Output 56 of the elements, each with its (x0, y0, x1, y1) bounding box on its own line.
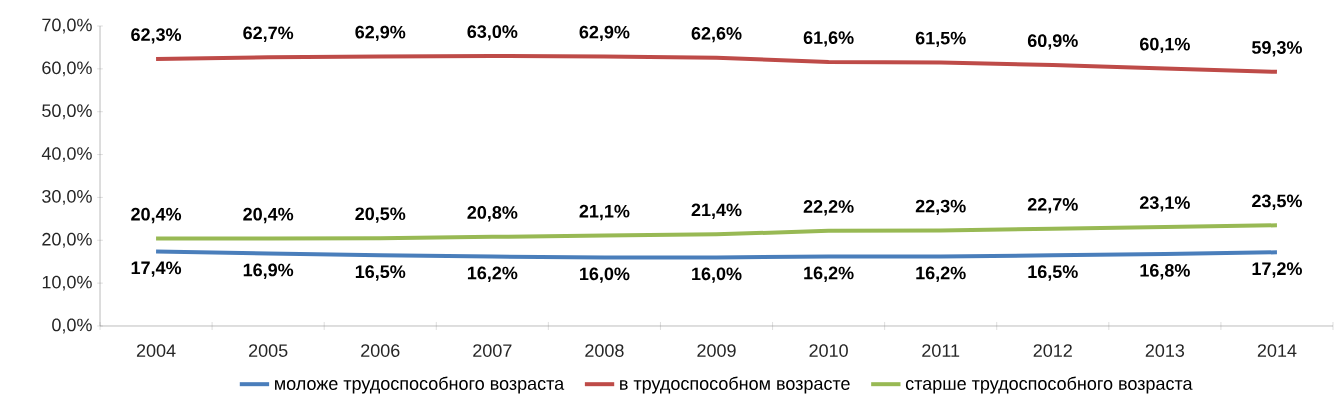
legend-label: в трудоспособном возрасте (620, 376, 850, 394)
data-label: 20,8% (467, 206, 518, 222)
x-tick-label: 2006 (361, 344, 400, 357)
data-label: 16,0% (580, 267, 630, 283)
x-tick-label: 2011 (922, 344, 960, 357)
data-label: 16,2% (916, 266, 966, 282)
x-tick-label: 2013 (1145, 344, 1185, 357)
data-label: 62,6% (691, 26, 742, 43)
y-tick-label: 30,0% (42, 189, 92, 205)
x-tick-label: 2004 (136, 344, 176, 357)
data-label: 62,9% (579, 25, 630, 42)
y-tick-label: 70,0% (42, 18, 92, 34)
x-tick-label: 2014 (1257, 344, 1297, 357)
data-label: 61,5% (915, 31, 966, 48)
data-label: 60,9% (1027, 34, 1078, 50)
y-tick-label: 0,0% (52, 318, 92, 334)
data-label: 59,3% (1251, 41, 1302, 57)
data-label: 16,5% (355, 265, 406, 281)
x-tick-label: 2010 (809, 344, 848, 357)
data-label: 62,7% (243, 26, 294, 42)
data-label: 23,1% (1139, 196, 1190, 212)
data-label: 21,4% (691, 203, 742, 219)
data-label: 63,0% (467, 25, 518, 41)
x-tick-label: 2009 (697, 344, 736, 357)
data-label: 21,1% (579, 204, 630, 221)
line-series (154, 223, 1279, 241)
y-tick-label: 40,0% (41, 147, 92, 162)
y-tick-label: 60,0% (42, 61, 92, 77)
data-label: 16,2% (467, 266, 518, 282)
y-tick-label: 10,0% (42, 275, 92, 291)
data-label: 20,4% (131, 207, 182, 224)
data-label: 60,1% (1140, 37, 1190, 54)
data-label: 22,7% (1027, 197, 1078, 214)
y-tick-label: 50,0% (42, 104, 92, 120)
data-label: 17,2% (1252, 262, 1302, 278)
x-tick-label: 2007 (473, 344, 512, 357)
data-label: 16,9% (243, 263, 294, 279)
y-tick-label: 20,0% (42, 232, 92, 248)
data-label: 61,6% (803, 31, 854, 47)
x-tick-label: 2008 (585, 344, 624, 357)
data-label: 62,9% (355, 25, 406, 42)
data-label: 16,8% (1140, 264, 1190, 280)
data-label: 20,4% (243, 207, 294, 224)
data-label: 62,3% (131, 28, 182, 44)
data-label: 23,5% (1252, 194, 1302, 210)
data-label: 20,5% (355, 207, 406, 223)
data-label: 16,5% (1028, 265, 1078, 281)
data-label: 17,4% (131, 261, 182, 277)
data-label: 22,3% (915, 199, 966, 216)
legend-label: моложе трудоспособного возраста (275, 376, 565, 394)
data-label: 16,2% (804, 266, 854, 282)
data-label: 16,0% (692, 267, 742, 283)
data-label: 22,2% (803, 200, 854, 216)
legend-label: старше трудоспособного возраста (905, 376, 1193, 394)
x-tick-label: 2012 (1033, 344, 1072, 357)
x-tick-label: 2005 (249, 344, 288, 357)
